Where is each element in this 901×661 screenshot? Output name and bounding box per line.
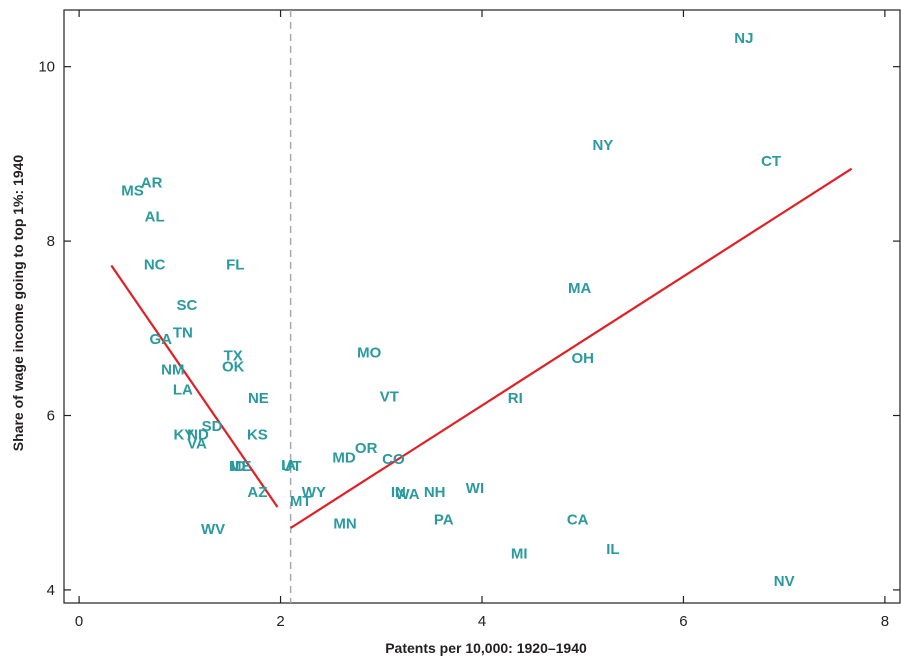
state-point-label: ID (231, 458, 246, 475)
state-point-label: CA (567, 511, 589, 528)
x-tick-label: 0 (75, 613, 83, 630)
x-tick-label: 4 (478, 613, 486, 630)
state-point-label: OK (222, 359, 245, 376)
state-point-label: SD (202, 418, 223, 435)
fit-line (290, 167, 853, 529)
state-point-label: NM (161, 361, 184, 378)
state-point-label: TX (224, 347, 243, 364)
x-axis: 0 2 4 6 8 (75, 10, 889, 630)
state-point-label: FL (226, 257, 244, 274)
state-point-label: MA (568, 280, 591, 297)
state-point-label: IL (606, 541, 619, 558)
state-point-label: LA (173, 381, 193, 398)
state-point-label: NC (144, 257, 166, 274)
state-point-label: AZ (247, 484, 267, 501)
state-point-label: MN (333, 516, 356, 533)
state-point-label: MS (121, 183, 144, 200)
state-point-label: WI (466, 480, 484, 497)
state-point-label: NJ (734, 30, 753, 47)
state-point-label: KY (173, 427, 194, 444)
y-tick-label: 6 (47, 408, 55, 425)
x-tick-label: 6 (679, 613, 687, 630)
state-point-label: WV (201, 521, 225, 538)
state-point-label: UT (282, 458, 302, 475)
state-point-label: MD (332, 449, 355, 466)
state-point-label: AL (145, 209, 165, 226)
state-point-label: NY (592, 137, 613, 154)
state-point-label: RI (508, 390, 523, 407)
state-point-label: TN (173, 325, 193, 342)
state-point-label: WA (395, 486, 419, 503)
y-tick-label: 4 (47, 582, 55, 599)
state-point-label: CO (382, 451, 405, 468)
x-axis-title: Patents per 10,000: 1920–1940 (385, 640, 587, 656)
state-point-label: AR (141, 175, 163, 192)
state-point-label: NH (424, 484, 446, 501)
state-point-label: NV (774, 573, 795, 590)
state-point-label: ME (229, 458, 252, 475)
state-point-label: SC (176, 297, 197, 314)
state-point-label: MO (357, 345, 381, 362)
state-point-label: VT (380, 388, 399, 405)
fit-lines (110, 167, 853, 529)
state-point-label: PA (434, 511, 454, 528)
state-point-label: ND (187, 427, 209, 444)
state-point-label: WY (302, 484, 326, 501)
state-point-label: MI (511, 545, 528, 562)
fit-line (110, 264, 279, 508)
state-point-label: CT (761, 153, 781, 170)
state-point-label: IN (391, 484, 406, 501)
x-tick-label: 8 (881, 613, 889, 630)
y-axis-title: Share of wage income going to top 1%: 19… (10, 155, 26, 452)
state-point-label: VA (187, 435, 207, 452)
state-point-label: OR (355, 440, 378, 457)
state-point-label: GA (149, 331, 172, 348)
state-point-label: MT (290, 493, 312, 510)
x-tick-label: 2 (276, 613, 284, 630)
y-axis: 4 6 8 10 (38, 59, 900, 599)
state-point-label: KS (247, 427, 268, 444)
y-tick-label: 10 (38, 59, 55, 76)
state-point-label: IA (281, 457, 296, 474)
state-point-label: OH (571, 350, 594, 367)
y-tick-label: 8 (47, 233, 55, 250)
state-point-label: NE (248, 390, 269, 407)
